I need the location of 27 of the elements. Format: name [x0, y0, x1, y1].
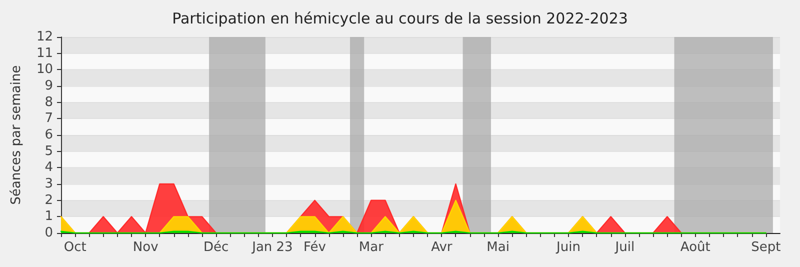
y-tick-label: 0 [44, 226, 53, 240]
x-tick-label: Sept [751, 240, 781, 255]
x-tick-label: Mar [358, 240, 384, 255]
y-tick-label: 3 [44, 176, 53, 192]
y-tick-label: 6 [44, 128, 53, 142]
y-tick-label: 11 [36, 46, 53, 61]
x-tick-label: Avr [431, 240, 453, 255]
y-tick-label: 8 [44, 94, 53, 110]
x-tick-label: Nov [132, 240, 159, 255]
y-tick-label: 4 [44, 160, 53, 176]
y-tick-label: 9 [44, 78, 53, 94]
x-tick-label: Août [680, 240, 710, 255]
chart-title: Participation en hémicycle au cours de la session 2022-2023 [172, 10, 628, 28]
x-tick-label: Déc [204, 240, 229, 255]
y-tick-label: 2 [44, 192, 53, 208]
x-tick-label: Juin [556, 240, 580, 255]
x-tick-label: Fév [304, 240, 326, 255]
y-tick-label: 12 [36, 30, 53, 44]
x-tick-label: Oct [64, 240, 86, 255]
y-tick-label: 7 [44, 111, 53, 126]
x-tick-label: Jan 23 [251, 240, 293, 255]
x-tick-label: Juil [614, 240, 635, 255]
y-axis-title: Séances par semaine [9, 65, 24, 205]
y-tick-label: 1 [44, 209, 53, 224]
y-tick-label: 5 [44, 144, 53, 159]
x-tick-label: Mai [486, 240, 510, 255]
y-tick-label: 10 [36, 62, 53, 78]
